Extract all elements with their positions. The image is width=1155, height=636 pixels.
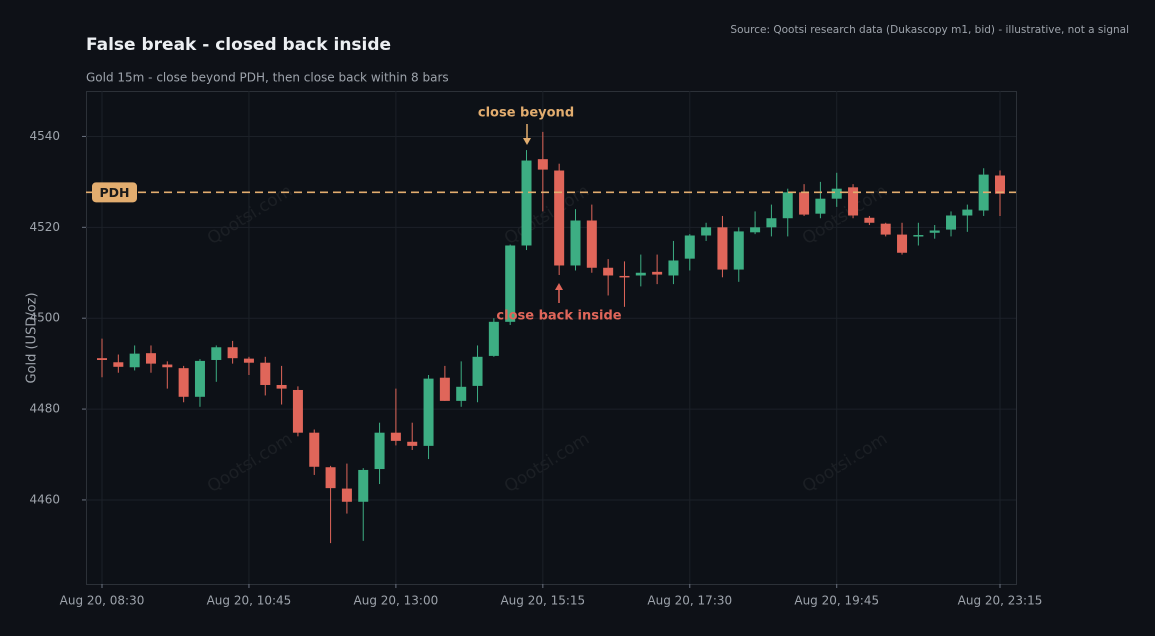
y-tick-label: 4520 [29, 220, 60, 234]
candle-body [684, 235, 695, 259]
candle-body [194, 360, 205, 397]
candle-body [358, 469, 369, 502]
candle-body [260, 362, 271, 385]
candle-body [554, 170, 565, 266]
x-tick-label: Aug 20, 13:00 [354, 594, 439, 608]
candle-body [129, 353, 140, 368]
candle-body [390, 432, 401, 441]
x-tick-label: Aug 20, 08:30 [60, 594, 145, 608]
level-label-box [92, 182, 137, 203]
x-tick-label: Aug 20, 10:45 [207, 594, 292, 608]
candle-body [995, 175, 1005, 194]
candle-body [341, 488, 352, 502]
candle-body [946, 215, 957, 230]
source-note: Source: Qootsi research data (Dukascopy … [730, 24, 1129, 36]
chart-title: False break - closed back inside [86, 35, 391, 55]
candle-body [243, 358, 254, 363]
candle-body [439, 377, 450, 401]
candle-body [799, 192, 810, 215]
candle-body [603, 267, 614, 276]
x-tick-label: Aug 20, 17:30 [647, 594, 732, 608]
candle-body [178, 368, 189, 397]
candle-body [766, 218, 777, 228]
y-tick-label: 4460 [29, 492, 60, 506]
candle-body [652, 271, 663, 275]
y-tick-label: 4500 [29, 311, 60, 325]
candle-body [423, 378, 434, 446]
candle-body [521, 160, 532, 246]
candle-body [717, 227, 728, 270]
annotation-arrowhead [523, 138, 531, 145]
candle-body [782, 192, 793, 219]
x-tick-label: Aug 20, 15:15 [500, 594, 585, 608]
candle-body [211, 347, 222, 360]
candle-body [325, 467, 336, 489]
candle-body [897, 234, 908, 253]
candle-body [815, 198, 826, 214]
candle-body [292, 389, 303, 433]
candle-body [668, 260, 679, 276]
x-tick-label: Aug 20, 19:45 [794, 594, 879, 608]
candle-body [309, 432, 320, 467]
candle-body [537, 159, 548, 170]
candle-body [962, 209, 973, 216]
candle-body [570, 220, 581, 266]
candle-body [97, 358, 107, 360]
candle-body [472, 356, 483, 386]
candle-body [505, 245, 516, 322]
candle-body [162, 364, 173, 368]
candle-body [913, 235, 924, 237]
candle-body [635, 272, 646, 276]
candle-body [227, 347, 238, 359]
candle-body [848, 187, 859, 216]
candle-body [701, 227, 712, 236]
y-tick-label: 4540 [29, 129, 60, 143]
candle-body [619, 275, 630, 278]
annotation: close beyond [478, 106, 574, 121]
candle-body [929, 230, 940, 233]
candle-body [145, 353, 156, 364]
candle-body [456, 386, 467, 401]
candle-body [407, 441, 418, 446]
candle-body [880, 223, 891, 235]
y-tick-label: 4480 [29, 402, 60, 416]
chart-subtitle: Gold 15m - close beyond PDH, then close … [86, 71, 449, 85]
candle-body [374, 432, 385, 470]
candle-body [750, 227, 761, 233]
annotation-arrowhead [555, 283, 563, 290]
x-tick-label: Aug 20, 23:15 [958, 594, 1043, 608]
y-axis-label: Gold (USD/oz) [25, 292, 40, 383]
level-label: PDH [100, 185, 130, 200]
plot-area [86, 91, 1017, 585]
candle-body [831, 188, 842, 199]
candle-body [488, 321, 499, 356]
candle-body [864, 217, 875, 223]
candle-body [733, 231, 744, 270]
candle-body [586, 220, 597, 268]
candle-body [113, 362, 124, 367]
candle-body [276, 384, 287, 389]
annotation: close back inside [496, 309, 621, 324]
